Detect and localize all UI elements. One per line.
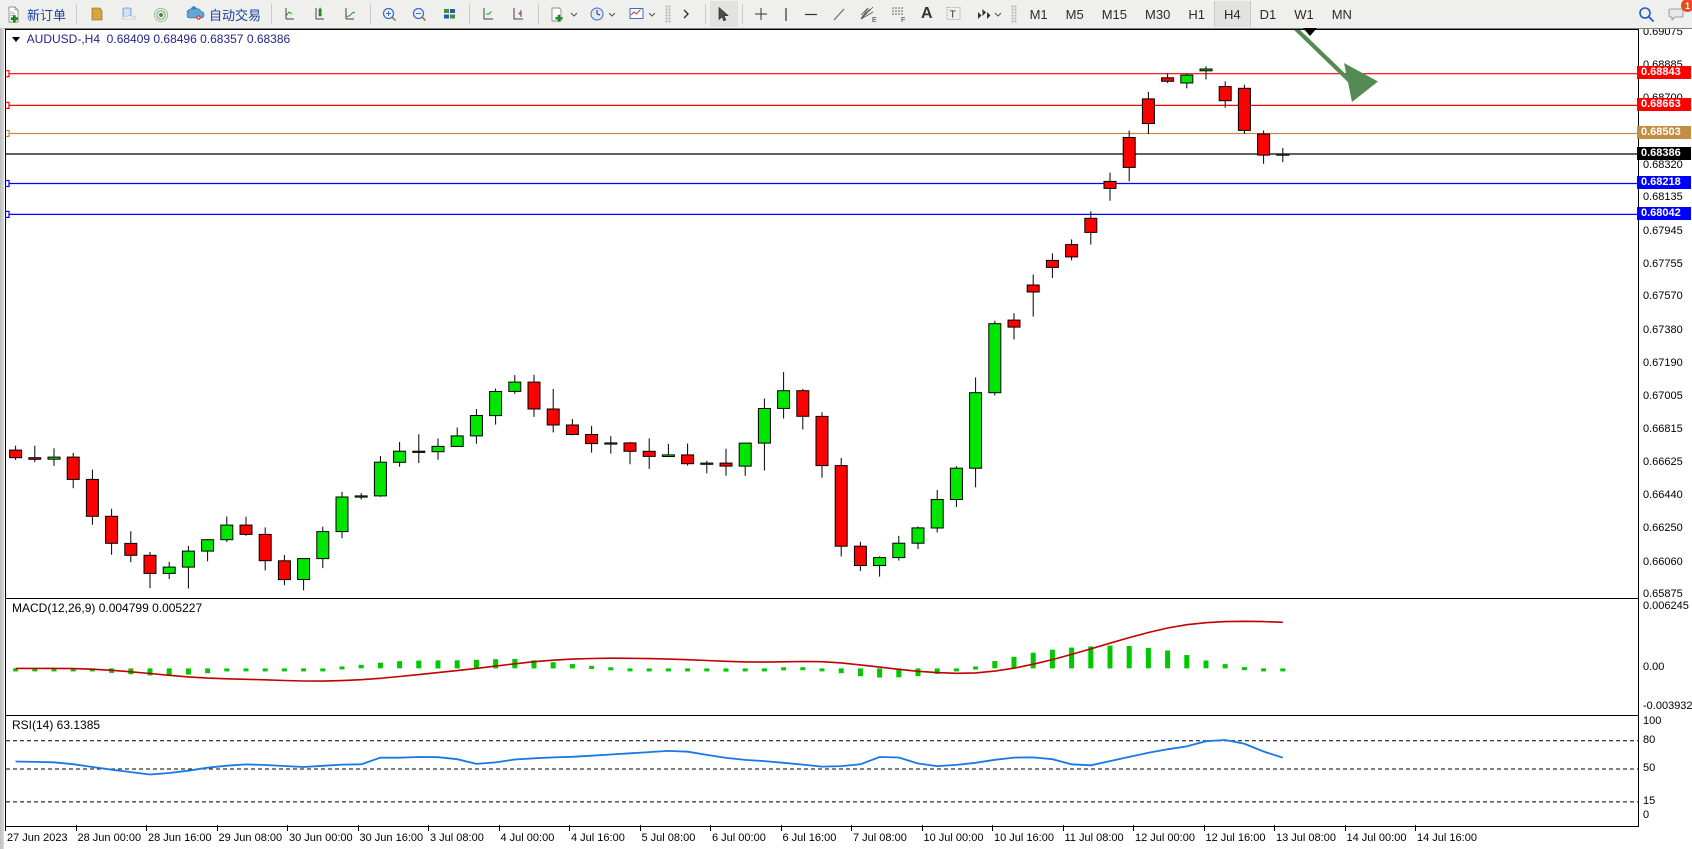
svg-text:E: E xyxy=(872,17,877,23)
svg-text:T: T xyxy=(949,8,956,20)
svg-text:F: F xyxy=(901,17,905,23)
